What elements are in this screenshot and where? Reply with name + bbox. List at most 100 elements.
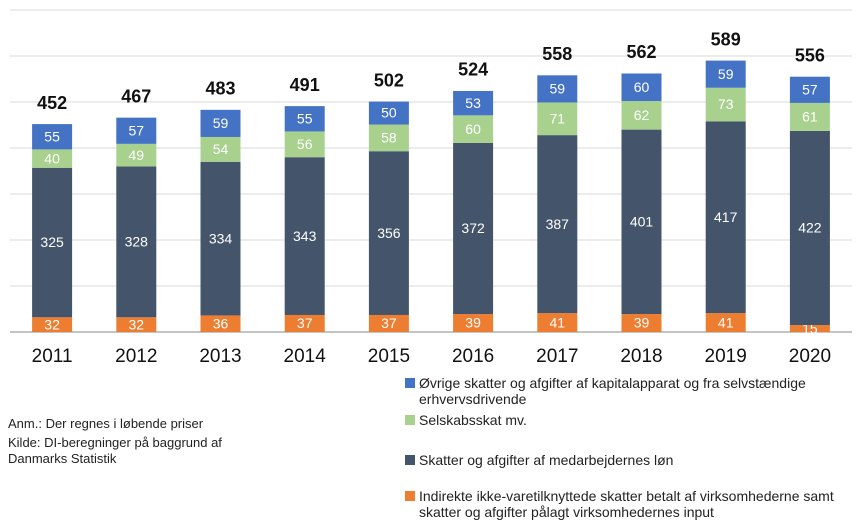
value-label: 37 <box>297 315 313 331</box>
value-label: 41 <box>550 314 566 330</box>
bar-segment <box>621 129 662 315</box>
x-tick-label: 2020 <box>789 346 831 367</box>
bar-segment <box>621 73 662 102</box>
value-label: 62 <box>634 107 650 123</box>
legend-label: Selskabsskat mv. <box>419 412 527 428</box>
bar-segment <box>368 124 409 152</box>
value-label: 53 <box>465 95 481 111</box>
bar-segment <box>368 314 409 332</box>
legend-swatch <box>405 378 415 388</box>
x-tick-label: 2018 <box>620 346 662 367</box>
bar-segment <box>789 102 830 131</box>
bar-segment <box>116 117 157 144</box>
bar-segment <box>116 317 157 332</box>
bar-segment <box>116 166 157 318</box>
total-label: 556 <box>795 45 825 65</box>
note: Kilde: DI-beregninger på baggrund af Dan… <box>8 435 222 466</box>
legend-swatch <box>405 455 415 465</box>
bar-segment <box>284 314 325 332</box>
legend-item: Skatter og afgifter af medarbejdernes lø… <box>405 452 862 468</box>
bar-segment <box>705 87 746 122</box>
value-label: 57 <box>802 82 818 98</box>
legend-item: Øvrige skatter og afgifter af kapitalapp… <box>405 375 862 407</box>
total-label: 491 <box>290 75 320 95</box>
total-label: 524 <box>458 60 488 80</box>
total-label: 589 <box>711 29 741 49</box>
bar-segment <box>284 131 325 158</box>
value-label: 54 <box>213 141 229 157</box>
value-label: 55 <box>297 110 313 126</box>
x-tick-label: 2013 <box>199 346 241 367</box>
total-label: 502 <box>374 70 404 90</box>
value-label: 60 <box>634 79 650 95</box>
value-label: 61 <box>802 109 818 125</box>
value-label: 59 <box>213 115 229 131</box>
bar-segment <box>789 130 830 326</box>
value-label: 422 <box>798 220 822 236</box>
x-tick-label: 2014 <box>284 346 327 367</box>
bar-segment <box>284 106 325 132</box>
bar-segment <box>537 75 578 103</box>
bar-segment <box>537 102 578 136</box>
value-label: 334 <box>209 230 233 246</box>
bar-segment <box>705 60 746 88</box>
bar-segment <box>368 151 409 315</box>
bar-segment <box>453 90 494 116</box>
value-label: 356 <box>377 225 401 241</box>
total-label: 467 <box>121 86 151 106</box>
bar-segment <box>32 124 73 150</box>
total-label: 562 <box>626 42 656 62</box>
legend-swatch <box>405 491 415 501</box>
x-tick-label: 2011 <box>32 346 73 367</box>
value-label: 36 <box>213 315 229 331</box>
bar-segment <box>789 325 830 332</box>
value-label: 39 <box>634 315 650 331</box>
value-label: 59 <box>718 66 734 82</box>
legend-item: Indirekte ikke-varetilknyttede skatter b… <box>405 488 862 520</box>
bar-segment <box>200 315 241 332</box>
value-label: 50 <box>381 105 397 121</box>
value-label: 56 <box>297 136 313 152</box>
value-label: 49 <box>129 147 145 163</box>
legend-label: Indirekte ikke-varetilknyttede skatter b… <box>419 488 834 520</box>
x-tick-label: 2015 <box>368 346 410 367</box>
legend-label: Skatter og afgifter af medarbejdernes lø… <box>419 452 674 468</box>
value-label: 73 <box>718 96 734 112</box>
total-label: 452 <box>37 93 67 113</box>
bar-segment <box>368 101 409 125</box>
x-tick-label: 2017 <box>536 346 578 367</box>
bar-segment <box>453 142 494 315</box>
bar-segment <box>705 313 746 332</box>
value-label: 343 <box>293 228 317 244</box>
bar-segment <box>284 157 325 315</box>
bar-segment <box>200 136 241 162</box>
x-tick-label: 2012 <box>115 346 157 367</box>
bar-segment <box>537 313 578 332</box>
value-label: 325 <box>40 234 64 250</box>
bar-segment <box>453 115 494 143</box>
x-tick-label: 2016 <box>452 346 494 367</box>
bar-segment <box>621 101 662 130</box>
value-label: 37 <box>381 315 397 331</box>
legend-label: Øvrige skatter og afgifter af kapitalapp… <box>419 375 806 407</box>
bar-segment <box>200 161 241 316</box>
bar-segment <box>32 317 73 332</box>
value-label: 57 <box>129 122 145 138</box>
total-label: 558 <box>542 44 572 64</box>
bar-segment <box>453 314 494 332</box>
x-tick-label: 2019 <box>705 346 747 367</box>
bar-segment <box>789 76 830 103</box>
bar-segment <box>32 149 73 168</box>
value-label: 71 <box>550 110 566 126</box>
value-label: 60 <box>465 121 481 137</box>
value-label: 372 <box>461 220 485 236</box>
total-label: 483 <box>205 79 235 99</box>
value-label: 40 <box>44 150 60 166</box>
value-label: 328 <box>125 234 149 250</box>
bar-segment <box>32 167 73 318</box>
bar-segment <box>621 314 662 332</box>
value-label: 417 <box>714 209 738 225</box>
value-label: 58 <box>381 130 397 146</box>
legend-item: Selskabsskat mv. <box>405 412 862 428</box>
